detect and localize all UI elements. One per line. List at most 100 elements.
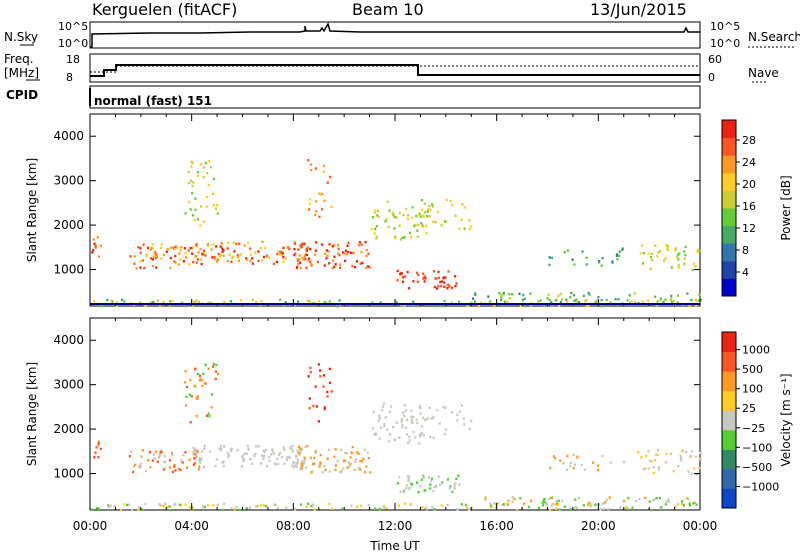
colorbar-tick-label: 1000 (742, 344, 770, 357)
data-cell (291, 444, 294, 448)
data-cell (375, 433, 378, 436)
data-cell (458, 300, 461, 303)
colorbar-swatch (722, 190, 736, 209)
data-cell (588, 504, 591, 507)
freq-unit-label: [MHz] (4, 66, 40, 80)
x-tick-label: 12:00 (378, 519, 413, 533)
data-cell (559, 292, 562, 296)
data-cell (304, 445, 307, 449)
data-cell (422, 225, 425, 228)
data-cell (554, 299, 557, 302)
data-cell (651, 498, 654, 502)
data-cell (695, 304, 698, 307)
data-cell (371, 301, 374, 304)
data-cell (221, 508, 225, 512)
data-cell (331, 267, 334, 270)
data-cell (597, 295, 600, 299)
data-cell (432, 489, 435, 493)
data-cell (285, 506, 288, 509)
data-cell (200, 163, 203, 166)
data-cell (193, 457, 196, 460)
data-cell (184, 503, 187, 506)
data-cell (384, 220, 387, 223)
data-cell (601, 256, 604, 260)
data-cell (214, 370, 218, 373)
colorbar-swatch (722, 332, 736, 353)
data-cell (424, 489, 427, 492)
data-cell (221, 461, 224, 464)
data-cell (444, 428, 447, 431)
data-cell (273, 462, 276, 465)
data-cell (307, 502, 310, 505)
data-cell (656, 453, 659, 456)
data-cell (152, 255, 155, 258)
data-cell (676, 253, 680, 257)
data-cell (236, 448, 239, 452)
data-cell (243, 452, 246, 455)
data-cell (265, 449, 268, 452)
data-cell (391, 213, 395, 217)
data-cell (249, 458, 252, 461)
data-cell (437, 270, 440, 274)
data-cell (123, 503, 126, 506)
data-cell (598, 503, 601, 506)
data-cell (473, 300, 476, 303)
data-cell (96, 236, 99, 239)
data-cell (582, 504, 585, 507)
data-cell (587, 304, 590, 308)
colorbar-label: Velocity [m s⁻¹] (779, 373, 793, 466)
data-cell (454, 214, 457, 217)
data-cell (386, 200, 389, 203)
x-axis-label: Time UT (369, 539, 420, 553)
data-cell (583, 468, 587, 471)
data-cell (435, 287, 439, 290)
data-cell (410, 483, 413, 486)
data-cell (489, 502, 492, 505)
colorbar-tick-label: −1000 (742, 480, 779, 493)
data-cell (149, 257, 153, 260)
data-cell (423, 275, 426, 278)
data-cell (334, 468, 337, 472)
data-cell (419, 485, 422, 488)
data-cell (99, 244, 102, 248)
data-cell (328, 502, 331, 506)
nave-tick-high: 60 (708, 53, 722, 66)
data-cell (686, 292, 689, 295)
data-cell (626, 507, 629, 510)
data-cell (432, 270, 436, 273)
data-cell (306, 299, 309, 303)
data-cell (193, 462, 196, 465)
data-cell (203, 505, 207, 509)
data-cell (282, 260, 285, 263)
data-cell (451, 490, 454, 494)
data-cell (221, 250, 224, 253)
data-cell (550, 504, 553, 507)
velocity-heatmap-layer (90, 362, 702, 512)
data-cell (319, 369, 322, 372)
data-cell (628, 294, 631, 297)
data-cell (239, 299, 242, 302)
data-cell (498, 292, 501, 295)
data-cell (440, 224, 443, 227)
data-cell (676, 255, 679, 259)
data-cell (202, 176, 205, 179)
data-cell (400, 420, 403, 423)
data-cell (542, 499, 545, 502)
data-cell (328, 262, 331, 265)
data-cell (194, 208, 197, 212)
data-cell (180, 246, 183, 249)
x-tick-label: 04:00 (174, 519, 209, 533)
data-cell (392, 426, 395, 429)
data-cell (251, 462, 254, 465)
data-cell (180, 301, 184, 305)
data-cell (374, 209, 377, 212)
data-cell (574, 498, 577, 501)
data-cell (548, 263, 551, 267)
data-cell (324, 468, 327, 472)
colorbar-tick-label: −25 (742, 422, 765, 435)
data-cell (694, 298, 697, 301)
data-cell (255, 445, 258, 448)
data-cell (334, 464, 337, 467)
data-cell (308, 257, 311, 260)
data-cell (268, 455, 271, 459)
